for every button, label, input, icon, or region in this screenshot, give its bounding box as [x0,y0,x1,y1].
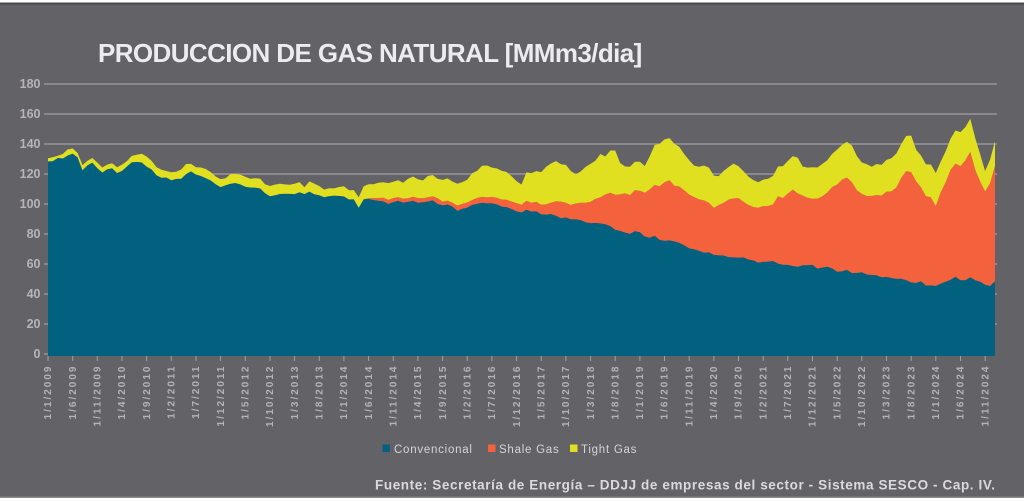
svg-text:1/5/2022: 1/5/2022 [832,365,843,420]
svg-text:1/10/2017: 1/10/2017 [561,365,572,428]
svg-text:1/8/2018: 1/8/2018 [610,365,621,420]
svg-text:1/4/2010: 1/4/2010 [117,365,128,420]
svg-text:1/2/2016: 1/2/2016 [462,365,473,420]
svg-text:1/7/2021: 1/7/2021 [783,365,794,420]
svg-text:0: 0 [34,347,41,361]
svg-text:1/1/2024: 1/1/2024 [931,365,942,420]
svg-text:1/5/2017: 1/5/2017 [536,365,547,420]
svg-text:1/2/2021: 1/2/2021 [758,365,769,420]
svg-text:1/3/2013: 1/3/2013 [290,365,301,420]
svg-text:1/7/2016: 1/7/2016 [487,365,498,420]
svg-text:1/12/2011: 1/12/2011 [216,365,227,427]
svg-text:1/9/2020: 1/9/2020 [734,365,745,420]
svg-text:180: 180 [20,77,41,91]
svg-text:120: 120 [20,167,41,181]
svg-text:1/6/2014: 1/6/2014 [364,365,375,420]
svg-text:1/8/2013: 1/8/2013 [315,365,326,420]
svg-text:1/8/2023: 1/8/2023 [906,365,917,420]
svg-text:80: 80 [27,227,41,241]
svg-text:1/11/2009: 1/11/2009 [93,365,104,427]
svg-text:1/10/2022: 1/10/2022 [857,365,868,428]
svg-text:1/12/2016: 1/12/2016 [512,365,523,428]
svg-text:1/11/2014: 1/11/2014 [389,365,400,427]
svg-text:1/2/2011: 1/2/2011 [167,365,178,419]
svg-text:1/7/2011: 1/7/2011 [191,365,202,419]
svg-text:1/9/2015: 1/9/2015 [438,365,449,420]
svg-text:1/9/2010: 1/9/2010 [142,365,153,420]
svg-text:160: 160 [20,107,41,121]
svg-text:Fuente: Secretaría de Energía: Fuente: Secretaría de Energía – DDJJ de … [375,478,996,493]
svg-text:1/1/2019: 1/1/2019 [635,365,646,420]
svg-text:PRODUCCION DE GAS NATURAL [MMm: PRODUCCION DE GAS NATURAL [MMm3/dia] [98,38,642,68]
svg-text:Convencional: Convencional [394,444,473,456]
svg-text:1/11/2024: 1/11/2024 [980,365,991,427]
svg-text:1/5/2012: 1/5/2012 [241,365,252,420]
svg-text:1/6/2024: 1/6/2024 [956,365,967,420]
svg-text:1/1/2014: 1/1/2014 [339,365,350,420]
svg-text:1/10/2012: 1/10/2012 [265,365,276,428]
svg-text:1/4/2015: 1/4/2015 [413,365,424,420]
svg-text:1/12/2021: 1/12/2021 [808,365,819,428]
svg-text:1/3/2018: 1/3/2018 [586,365,597,420]
svg-text:100: 100 [20,197,41,211]
svg-text:1/1/2009: 1/1/2009 [43,365,54,420]
svg-text:Tight Gas: Tight Gas [581,444,637,456]
svg-text:1/6/2019: 1/6/2019 [660,365,671,420]
svg-text:140: 140 [20,137,41,151]
svg-text:60: 60 [27,257,41,271]
svg-text:1/3/2023: 1/3/2023 [882,365,893,420]
svg-text:Shale Gas: Shale Gas [499,444,559,456]
svg-text:1/4/2020: 1/4/2020 [709,365,720,420]
svg-text:1/6/2009: 1/6/2009 [68,365,79,420]
svg-text:20: 20 [27,317,41,331]
svg-text:40: 40 [27,287,41,301]
svg-text:1/11/2019: 1/11/2019 [684,365,695,427]
